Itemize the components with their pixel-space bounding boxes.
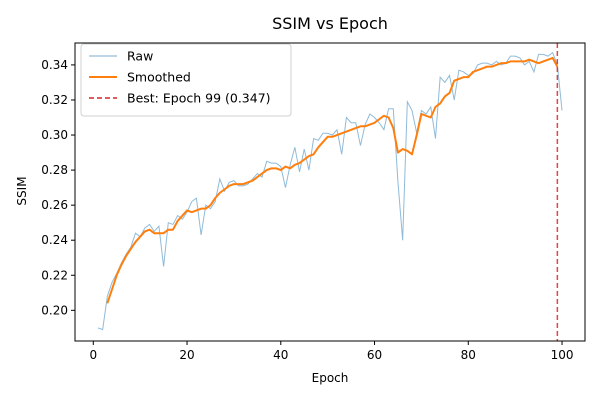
plot-area (74, 42, 586, 342)
x-tick-label: 100 (551, 348, 574, 362)
chart-title: SSIM vs Epoch (272, 14, 388, 33)
y-tick-label: 0.32 (41, 93, 68, 107)
legend-raw-label: Raw (127, 49, 153, 64)
axes-frame (74, 42, 586, 342)
y-tick-label: 0.22 (41, 268, 68, 282)
y-tick-label: 0.28 (41, 163, 68, 177)
legend-best-label: Best: Epoch 99 (0.347) (127, 91, 271, 106)
smoothed-series-line (106, 56, 559, 304)
x-tick-label: 20 (179, 348, 194, 362)
x-axis-label: Epoch (312, 371, 349, 385)
x-tick-label: 60 (367, 348, 382, 362)
x-axis-ticks: 0 20 40 60 80 100 (89, 341, 573, 362)
raw-series-line (97, 51, 563, 331)
y-tick-label: 0.20 (41, 303, 68, 317)
y-tick-label: 0.24 (41, 233, 68, 247)
x-tick-label: 0 (89, 348, 97, 362)
x-tick-label: 40 (273, 348, 288, 362)
legend: Raw Smoothed Best: Epoch 99 (0.347) (80, 43, 292, 117)
legend-box (80, 43, 292, 117)
x-tick-label: 80 (461, 348, 476, 362)
y-axis-label: SSIM (15, 176, 29, 205)
legend-smoothed-label: Smoothed (127, 70, 191, 85)
y-tick-label: 0.34 (41, 58, 68, 72)
y-axis-ticks: 0.20 0.22 0.24 0.26 0.28 0.30 0.32 0.34 (41, 58, 75, 317)
y-tick-label: 0.26 (41, 198, 68, 212)
y-tick-label: 0.30 (41, 128, 68, 142)
